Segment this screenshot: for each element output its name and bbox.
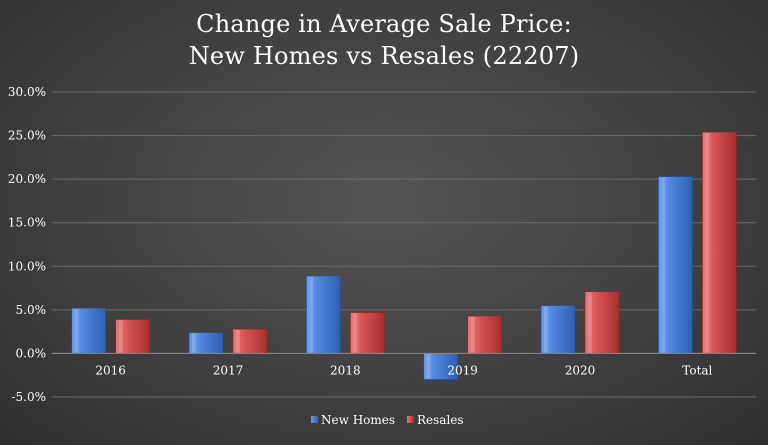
y-tick-label: 5.0% — [16, 303, 47, 317]
bar-new-homes-2016 — [71, 307, 107, 354]
y-tick-label: -5.0% — [11, 390, 46, 404]
bar-highlight — [588, 292, 592, 353]
bar-new-homes-2020 — [540, 305, 576, 354]
legend-swatch-new-homes — [311, 416, 318, 423]
chart-title: Change in Average Sale Price: New Homes … — [0, 8, 768, 72]
x-tick-label: 2017 — [213, 363, 244, 377]
bar-highlight — [353, 313, 358, 353]
x-tick-label: Total — [682, 363, 712, 377]
x-tick-label: 2020 — [565, 363, 596, 377]
bar-highlight — [470, 316, 475, 353]
bar-resales-2018 — [349, 312, 385, 354]
x-tick-label: 2019 — [447, 363, 478, 377]
y-tick-label: 10.0% — [8, 259, 46, 273]
bars — [71, 131, 737, 380]
bar-highlight — [544, 306, 548, 353]
bar-highlight — [236, 330, 240, 353]
y-tick-label: 15.0% — [8, 216, 46, 230]
axes: -5.0% 0.0% 5.0% 10.0% 15.0% 20.0% 25.0% 30.0% 20… — [8, 85, 756, 404]
bar-resales-total — [701, 131, 737, 354]
bar-highlight — [705, 133, 710, 353]
bar-highlight — [309, 276, 314, 353]
x-tick-label: 2016 — [95, 363, 126, 377]
bar-new-homes-2018 — [305, 275, 341, 354]
chart-title-line-2: New Homes vs Resales (22207) — [188, 42, 580, 70]
grid-lines — [52, 91, 756, 398]
legend-label-resales: Resales — [417, 413, 464, 427]
y-tick-label: 20.0% — [8, 172, 46, 186]
legend: New Homes Resales — [311, 413, 464, 427]
bar-resales-2016 — [115, 319, 151, 354]
y-tick-label: 0.0% — [16, 346, 47, 360]
bar-highlight — [118, 320, 123, 353]
bar-new-homes-2019 — [423, 353, 459, 380]
y-tick-label: 25.0% — [8, 129, 46, 143]
bar-resales-2020 — [584, 291, 620, 354]
bar-highlight — [661, 177, 666, 353]
legend-label-new-homes: New Homes — [321, 413, 395, 427]
bar-resales-2019 — [467, 315, 503, 354]
x-tick-label: 2018 — [330, 363, 361, 377]
bar-resales-2017 — [232, 328, 268, 354]
bar-highlight — [426, 354, 431, 379]
bar-highlight — [192, 333, 196, 353]
legend-swatch-resales — [407, 416, 414, 423]
y-tick-label: 30.0% — [8, 85, 46, 99]
bar-highlight — [74, 309, 79, 353]
chart-title-line-1: Change in Average Sale Price: — [196, 10, 572, 38]
